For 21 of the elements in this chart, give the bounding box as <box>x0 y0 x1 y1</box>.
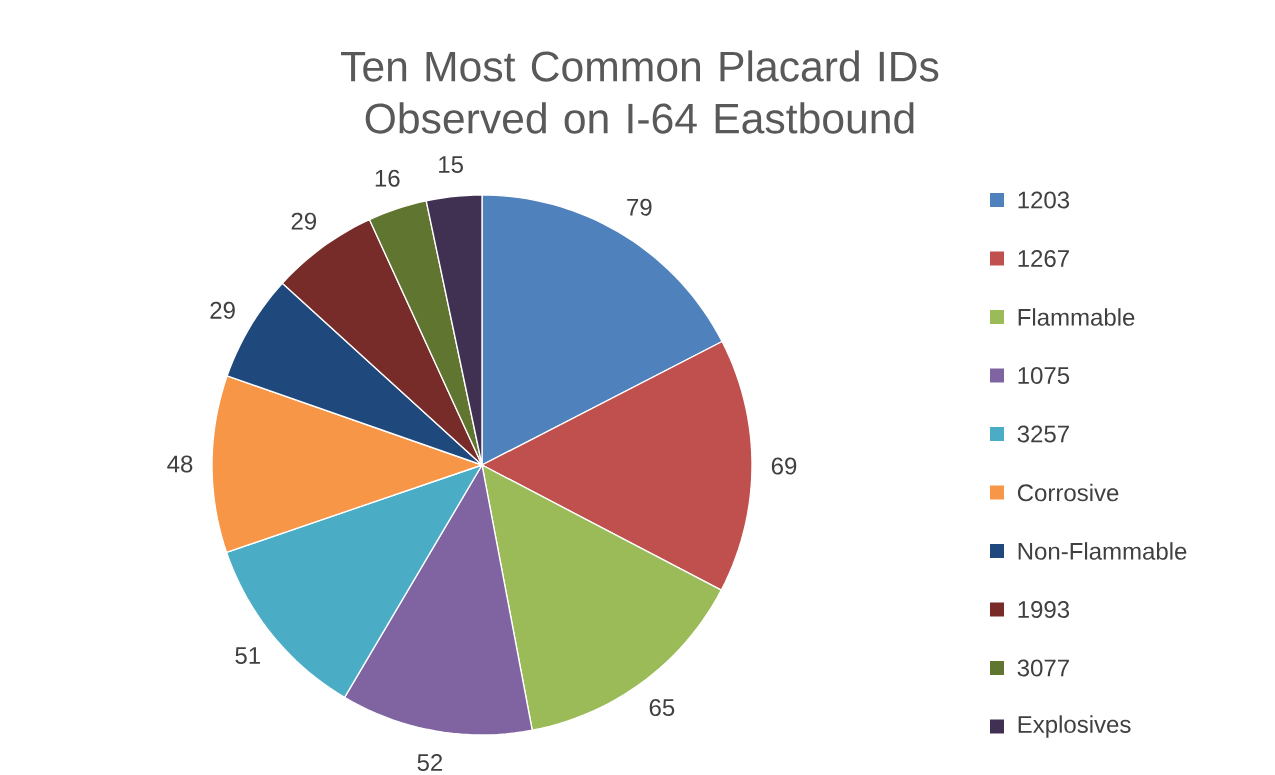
legend-label: Explosives <box>1018 715 1131 738</box>
data-label: 79 <box>627 198 652 216</box>
data-label: 29 <box>210 301 235 319</box>
data-label: 51 <box>235 647 260 664</box>
data-label: 48 <box>167 455 193 473</box>
legend-label: 3077 <box>1017 659 1069 677</box>
data-label: 52 <box>417 753 443 771</box>
legend-label: 1267 <box>1018 249 1069 267</box>
legend-label: 3257 <box>1017 425 1069 443</box>
legend-label: Non-Flammable <box>1018 541 1187 560</box>
legend-label: 1075 <box>1018 366 1070 384</box>
legend-label: Flammable <box>1018 307 1135 326</box>
data-label: 65 <box>649 698 675 716</box>
data-label: 69 <box>771 457 797 475</box>
data-label: 15 <box>439 156 463 173</box>
legend-label: 1993 <box>1018 600 1070 618</box>
data-label: 29 <box>291 212 317 230</box>
legend-label: Corrosive <box>1017 483 1119 502</box>
data-label: 16 <box>375 169 400 187</box>
legend-label: 1203 <box>1018 191 1070 209</box>
chart-title: Ten Most Common Placard IDs Observed on I-64 Eastbound <box>341 50 939 134</box>
